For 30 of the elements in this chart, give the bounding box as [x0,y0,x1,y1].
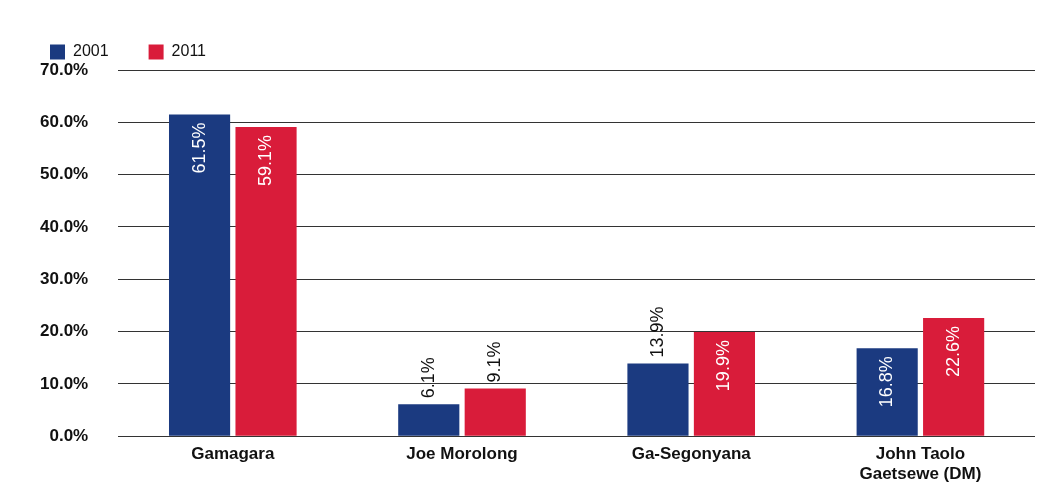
legend-label: 2001 [73,42,109,60]
y-tick-label: 0.0% [49,425,89,445]
y-tick-label: 70.0% [40,59,89,79]
bar [627,363,689,436]
y-tick-label: 50.0% [40,164,89,184]
data-label: 61.5% [188,122,209,174]
data-label: 6.1% [417,357,438,399]
data-label: 22.6% [942,325,963,378]
x-tick-label: Ga-Segonyana [631,444,752,464]
data-label: 16.8% [876,356,897,408]
x-tick-label: Gamagara [191,444,275,464]
data-label: 13.9% [646,306,667,358]
bar [168,114,231,436]
y-tick-label: 20.0% [40,321,89,341]
x-tick-label: John Taolo Gaetsewe (DM) [859,444,982,484]
y-tick-label: 10.0% [40,373,89,393]
y-tick-label: 30.0% [40,268,89,288]
bar [856,348,918,436]
y-tick-label: 40.0% [40,216,89,236]
bar [923,317,985,436]
bar [464,388,526,436]
x-tick-label: Joe Morolong [406,444,518,464]
bar [235,127,297,436]
bar [693,332,756,436]
bar [398,404,460,436]
data-label: 19.9% [713,340,734,392]
data-label: 9.1% [484,341,505,383]
y-tick-label: 60.0% [40,112,89,131]
legend-label: 2011 [171,42,207,60]
data-label: 59.1% [255,135,275,187]
